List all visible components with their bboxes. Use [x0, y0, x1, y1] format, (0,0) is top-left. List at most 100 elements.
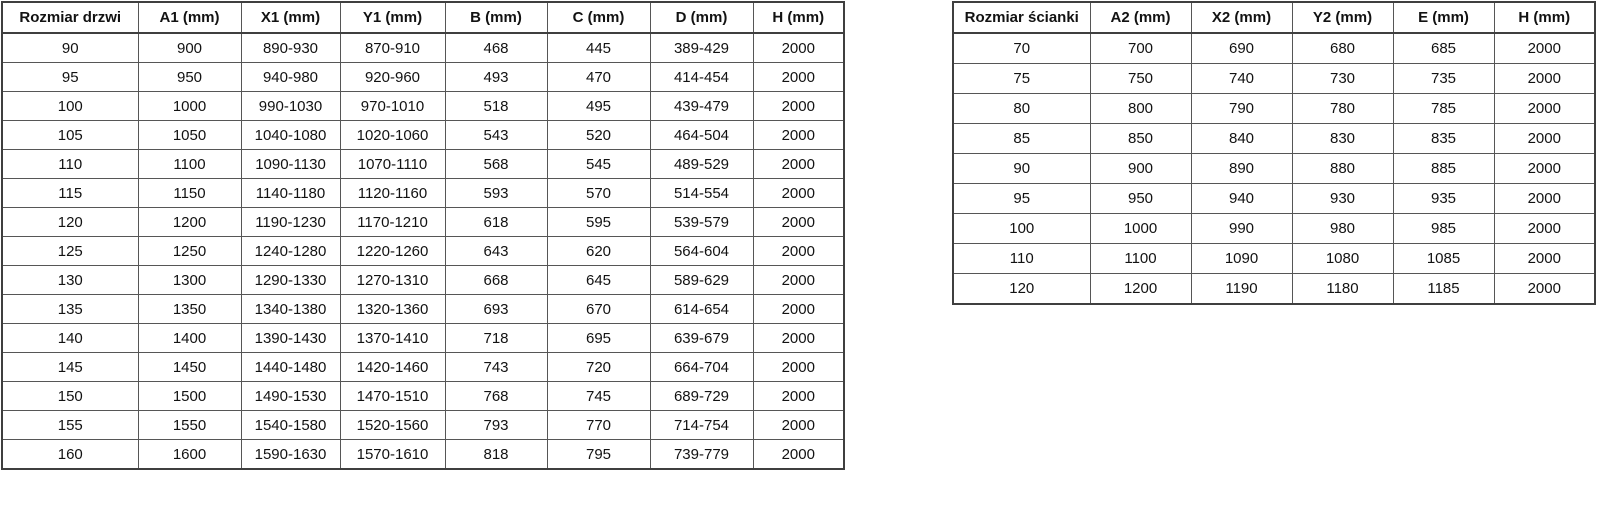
table-cell: 145: [1, 352, 139, 382]
column-header: B (mm): [444, 1, 548, 34]
table-cell: 793: [444, 410, 548, 440]
table-cell: 1040-1080: [240, 120, 341, 150]
table-cell: 1500: [137, 381, 242, 411]
column-header: Y1 (mm): [339, 1, 446, 34]
table-cell: 695: [546, 323, 651, 353]
table-cell: 720: [546, 352, 651, 382]
table-cell: 620: [546, 236, 651, 266]
column-header: Rozmiar ścianki: [952, 1, 1091, 34]
table-row: 100 1000 990 980 985 2000: [952, 213, 1596, 244]
table-cell: 80: [952, 93, 1091, 124]
table-cell: 110: [952, 243, 1091, 274]
table-cell: 900: [137, 32, 242, 63]
table-cell: 818: [444, 439, 548, 470]
table-cell: 2000: [752, 91, 845, 121]
table-cell: 1550: [137, 410, 242, 440]
table-cell: 643: [444, 236, 548, 266]
table-cell: 900: [1089, 153, 1192, 184]
table-cell: 990-1030: [240, 91, 341, 121]
table-cell: 595: [546, 207, 651, 237]
table-cell: 890: [1190, 153, 1293, 184]
column-header: Rozmiar drzwi: [1, 1, 139, 34]
table-cell: 800: [1089, 93, 1192, 124]
table-cell: 985: [1392, 213, 1495, 244]
table-cell: 1250: [137, 236, 242, 266]
table-cell: 1370-1410: [339, 323, 446, 353]
table-cell: 1120-1160: [339, 178, 446, 208]
table-cell: 2000: [752, 149, 845, 179]
table-row: 110 1100 1090 1080 1085 2000: [952, 243, 1596, 274]
table-cell: 468: [444, 32, 548, 63]
table-cell: 1300: [137, 265, 242, 295]
table-cell: 890-930: [240, 32, 341, 63]
table-cell: 645: [546, 265, 651, 295]
table-cell: 593: [444, 178, 548, 208]
table-cell: 740: [1190, 63, 1293, 94]
table-cell: 1400: [137, 323, 242, 353]
table-cell: 685: [1392, 32, 1495, 64]
table-cell: 2000: [752, 62, 845, 92]
table-cell: 2000: [1493, 243, 1596, 274]
table-cell: 75: [952, 63, 1091, 94]
table-cell: 830: [1291, 123, 1394, 154]
table-cell: 2000: [752, 120, 845, 150]
table-cell: 1520-1560: [339, 410, 446, 440]
table-cell: 2000: [752, 381, 845, 411]
table-cell: 1090: [1190, 243, 1293, 274]
table-cell: 2000: [752, 207, 845, 237]
table-cell: 2000: [1493, 63, 1596, 94]
table-cell: 85: [952, 123, 1091, 154]
table-cell: 115: [1, 178, 139, 208]
table-cell: 2000: [752, 323, 845, 353]
table-cell: 2000: [1493, 273, 1596, 305]
table-cell: 940: [1190, 183, 1293, 214]
table-cell: 693: [444, 294, 548, 324]
wall-table-body: 70 700 690 680 685 2000 75 750 740 730 735 2000 80 80…: [952, 32, 1596, 305]
table-cell: 1000: [137, 91, 242, 121]
table-cell: 70: [952, 32, 1091, 64]
table-cell: 1570-1610: [339, 439, 446, 470]
table-cell: 885: [1392, 153, 1495, 184]
table-row: 155 1550 1540-1580 1520-1560 793 770 714-754 20…: [1, 410, 845, 440]
column-header: A2 (mm): [1089, 1, 1192, 34]
table-row: 100 1000 990-1030 970-1010 518 495 439-479 2000: [1, 91, 845, 121]
table-row: 110 1100 1090-1130 1070-1110 568 545 489-529 20…: [1, 149, 845, 179]
table-cell: 750: [1089, 63, 1192, 94]
table-cell: 570: [546, 178, 651, 208]
table-cell: 155: [1, 410, 139, 440]
table-cell: 745: [546, 381, 651, 411]
table-cell: 1000: [1089, 213, 1192, 244]
table-cell: 389-429: [649, 32, 754, 63]
table-row: 115 1150 1140-1180 1120-1160 593 570 514-554 20…: [1, 178, 845, 208]
column-header: D (mm): [649, 1, 754, 34]
table-row: 135 1350 1340-1380 1320-1360 693 670 614-654 20…: [1, 294, 845, 324]
table-cell: 1340-1380: [240, 294, 341, 324]
table-cell: 120: [1, 207, 139, 237]
table-cell: 680: [1291, 32, 1394, 64]
table-row: 160 1600 1590-1630 1570-1610 818 795 739-779 20…: [1, 439, 845, 470]
table-cell: 718: [444, 323, 548, 353]
table-cell: 1540-1580: [240, 410, 341, 440]
table-cell: 614-654: [649, 294, 754, 324]
table-cell: 940-980: [240, 62, 341, 92]
table-cell: 1090-1130: [240, 149, 341, 179]
table-cell: 130: [1, 265, 139, 295]
table-cell: 1100: [137, 149, 242, 179]
table-cell: 690: [1190, 32, 1293, 64]
table-cell: 950: [1089, 183, 1192, 214]
column-header: Y2 (mm): [1291, 1, 1394, 34]
table-cell: 870-910: [339, 32, 446, 63]
table-cell: 668: [444, 265, 548, 295]
table-cell: 1080: [1291, 243, 1394, 274]
table-cell: 100: [1, 91, 139, 121]
table-cell: 518: [444, 91, 548, 121]
table-cell: 2000: [752, 439, 845, 470]
table-cell: 780: [1291, 93, 1394, 124]
wall-table-header-row: Rozmiar ścianki A2 (mm) X2 (mm) Y2 (mm) E (m…: [952, 1, 1596, 34]
table-cell: 880: [1291, 153, 1394, 184]
column-header: E (mm): [1392, 1, 1495, 34]
table-cell: 2000: [1493, 93, 1596, 124]
table-cell: 520: [546, 120, 651, 150]
table-cell: 150: [1, 381, 139, 411]
